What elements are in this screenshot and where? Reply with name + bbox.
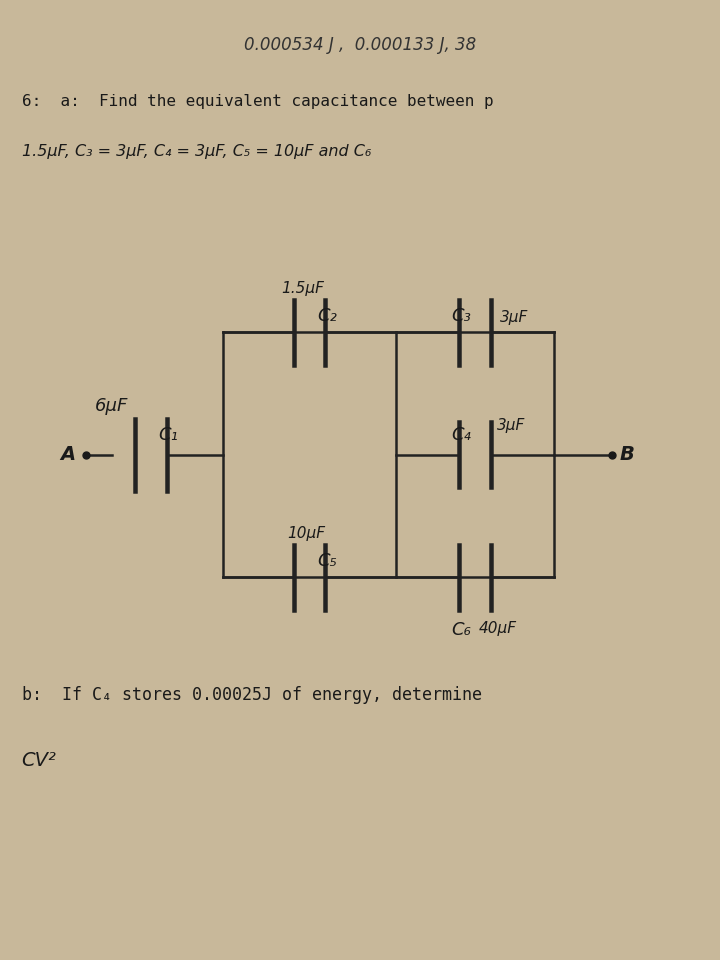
Text: 10μF: 10μF bbox=[287, 526, 325, 541]
Text: 0.000534 J ,  0.000133 J, 38: 0.000534 J , 0.000133 J, 38 bbox=[244, 36, 476, 54]
Text: C₁: C₁ bbox=[158, 426, 179, 444]
Text: b:  If C₄ stores 0.00025J of energy, determine: b: If C₄ stores 0.00025J of energy, dete… bbox=[22, 685, 482, 704]
Text: 1.5μF, C₃ = 3μF, C₄ = 3μF, C₅ = 10μF and C₆: 1.5μF, C₃ = 3μF, C₄ = 3μF, C₅ = 10μF and… bbox=[22, 144, 371, 159]
Text: 1.5μF: 1.5μF bbox=[281, 281, 324, 296]
Text: C₄: C₄ bbox=[451, 426, 472, 444]
Text: A: A bbox=[60, 445, 76, 465]
Text: C₂: C₂ bbox=[317, 307, 337, 324]
Text: 3μF: 3μF bbox=[500, 310, 528, 324]
Text: 6:  a:  Find the equivalent capacitance between p: 6: a: Find the equivalent capacitance be… bbox=[22, 94, 493, 108]
Text: 3μF: 3μF bbox=[497, 419, 525, 433]
Text: CV²: CV² bbox=[22, 751, 56, 770]
Text: C₅: C₅ bbox=[317, 552, 337, 570]
Text: 6μF: 6μF bbox=[95, 397, 128, 415]
Text: C₃: C₃ bbox=[451, 307, 472, 324]
Text: B: B bbox=[619, 445, 634, 465]
Text: 40μF: 40μF bbox=[479, 621, 517, 636]
Text: C₆: C₆ bbox=[451, 621, 472, 638]
